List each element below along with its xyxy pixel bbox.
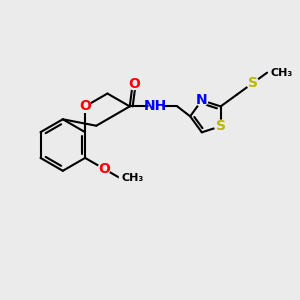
Text: N: N (196, 93, 208, 107)
Circle shape (128, 78, 140, 90)
Text: O: O (128, 76, 140, 91)
Text: S: S (248, 76, 258, 90)
Circle shape (98, 163, 110, 175)
Circle shape (196, 94, 208, 106)
Circle shape (149, 100, 162, 113)
Text: O: O (79, 99, 91, 113)
Text: S: S (216, 119, 226, 133)
Circle shape (247, 77, 259, 89)
Circle shape (119, 168, 139, 188)
Circle shape (79, 100, 91, 112)
Text: O: O (98, 162, 110, 176)
Circle shape (269, 63, 289, 82)
Circle shape (215, 120, 226, 132)
Text: NH: NH (144, 99, 167, 113)
Text: CH₃: CH₃ (270, 68, 292, 78)
Text: CH₃: CH₃ (122, 173, 144, 183)
